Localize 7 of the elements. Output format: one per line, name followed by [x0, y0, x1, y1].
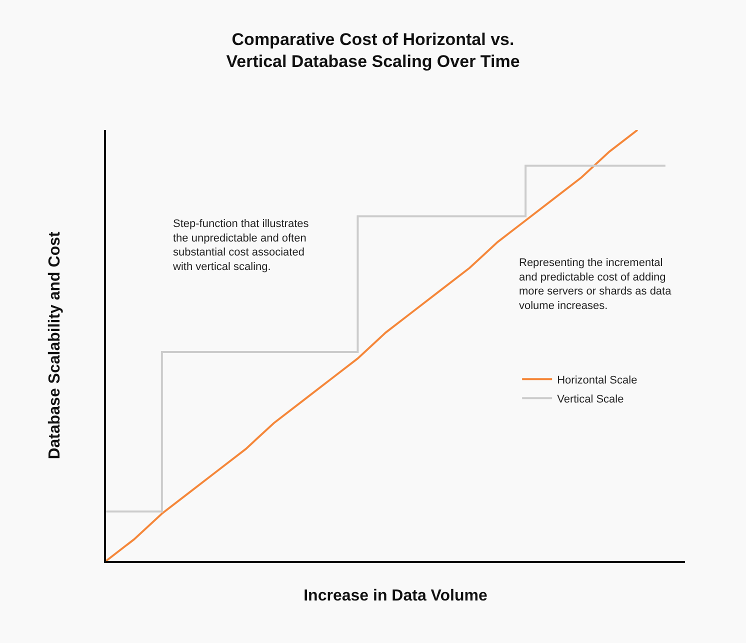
annotation: Representing the incremental and predictable cost of adding more servers or shards as data volume increases.	[519, 257, 672, 312]
chart-title: Comparative Cost of Horizontal vs. Vertical Database Scaling Over Time	[226, 30, 520, 72]
y-axis-title: Database Scalability and Cost	[46, 231, 64, 460]
legend-label: Horizontal Scale	[557, 374, 638, 386]
x-axis-title: Increase in Data Volume	[304, 587, 488, 604]
legend-label: Vertical Scale	[557, 393, 624, 406]
annotation: Step-function that illustrates the unpredictable and often substantial cost associated with vertical scaling.	[172, 218, 310, 273]
